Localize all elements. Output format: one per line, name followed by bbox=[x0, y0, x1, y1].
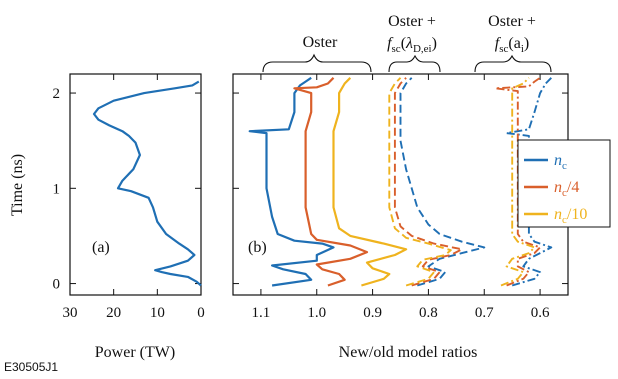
panel-b-xtick-label: 0.7 bbox=[475, 305, 494, 321]
panel-b-ticks: 1.1 1.0 0.9 0.8 0.7 0.6 bbox=[233, 74, 568, 321]
legend-box bbox=[517, 139, 611, 228]
panel-b-xtick-label: 1.0 bbox=[307, 305, 326, 321]
bracket-fsc-lambda bbox=[388, 54, 441, 73]
panel-a-plot bbox=[92, 80, 202, 287]
panel-a-series-0 bbox=[92, 80, 202, 287]
panel-b-series-5 bbox=[388, 77, 452, 287]
legend-item-label: nc/4 bbox=[554, 179, 579, 199]
bracket-fsc-ai bbox=[474, 54, 552, 73]
group-label-fsc-ai-line2: fsc(ai) bbox=[495, 35, 529, 55]
panel-b-series-1 bbox=[293, 77, 369, 287]
panel-b-xtick-label: 0.9 bbox=[363, 305, 382, 321]
panel-a-ticks: 30 20 10 0 0 1 2 bbox=[53, 74, 205, 321]
panel-a-xtick-label: 20 bbox=[106, 305, 121, 321]
panel-a-label: (a) bbox=[92, 239, 110, 256]
panel-b-series-4 bbox=[393, 77, 463, 287]
panel-a-ytick-label: 2 bbox=[53, 86, 61, 102]
legend: nc nc/4 nc/10 bbox=[517, 139, 611, 228]
panel-b-plot bbox=[248, 76, 553, 287]
panel-b-series-8 bbox=[500, 77, 536, 287]
panel-b-series-3 bbox=[399, 77, 486, 287]
panel-b-xtick-label: 0.8 bbox=[419, 305, 438, 321]
panel-a-xtick-label: 10 bbox=[150, 305, 165, 321]
group-label-fsc-ai-line1: Oster + bbox=[488, 13, 536, 30]
group-label-fsc-lambda-line1: Oster + bbox=[388, 13, 436, 30]
panel-a-xtick-label: 0 bbox=[197, 305, 205, 321]
panel-b-xtick-label: 0.6 bbox=[531, 305, 550, 321]
panel-a-xtick-label: 30 bbox=[63, 305, 78, 321]
panel-b-series-2 bbox=[332, 77, 408, 287]
panel-a-xlabel: Power (TW) bbox=[95, 344, 175, 361]
legend-item-label: nc bbox=[554, 152, 567, 172]
bracket-oster bbox=[262, 53, 372, 73]
panel-a-ytick-label: 1 bbox=[53, 181, 61, 197]
group-label-oster: Oster bbox=[303, 34, 338, 51]
group-label-fsc-lambda-line2: fsc(λD,ei) bbox=[387, 35, 437, 55]
panel-b-xlabel: New/old model ratios bbox=[339, 344, 478, 361]
panel-b-label: (b) bbox=[248, 239, 267, 256]
panel-a-ylabel: Time (ns) bbox=[9, 154, 26, 216]
panel-b-series-0 bbox=[248, 76, 335, 287]
panel-a-ytick-label: 0 bbox=[53, 277, 61, 293]
figure-id: E30505J1 bbox=[4, 360, 59, 374]
panel-a-frame bbox=[69, 73, 202, 296]
panel-b-xtick-label: 1.1 bbox=[252, 305, 271, 321]
legend-item-label: nc/10 bbox=[554, 206, 587, 226]
